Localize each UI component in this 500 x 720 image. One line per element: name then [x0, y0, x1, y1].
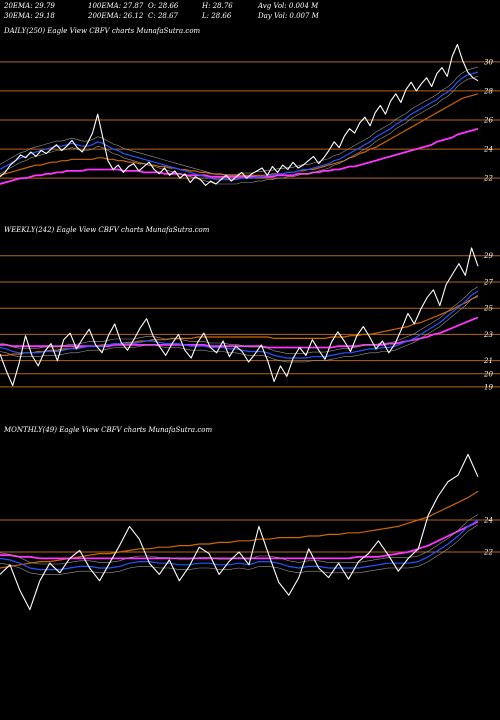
- weekly-y-tick-20: 20: [483, 370, 493, 378]
- weekly-price-line: [0, 247, 479, 387]
- stat-open: O: 28.66: [148, 2, 179, 10]
- weekly-y-tick-19: 19: [484, 383, 493, 391]
- daily-y-tick-30: 30: [484, 58, 493, 66]
- weekly-y-tick-23: 23: [483, 331, 493, 339]
- monthly-chart-title: MONTHLY(49) Eagle View CBFV charts Munaf…: [4, 426, 213, 434]
- stat-low: L: 28.66: [202, 12, 232, 20]
- monthly-ema200-line: [0, 490, 479, 569]
- stat-day-vol: Day Vol: 0.007 M: [258, 12, 319, 20]
- daily-ema-band-line-1: [0, 66, 479, 175]
- daily-y-tick-22: 22: [483, 175, 493, 183]
- daily-y-tick-24: 24: [483, 146, 493, 154]
- weekly-chart-title: WEEKLY(242) Eagle View CBFV charts Munaf…: [4, 226, 210, 234]
- stat-100ema: 100EMA: 27.87: [88, 2, 144, 10]
- weekly-ema100-line: [0, 316, 479, 349]
- weekly-y-tick-21: 21: [483, 357, 493, 365]
- daily-ema200-line: [0, 93, 479, 176]
- stat-200ema: 200EMA: 26.12: [88, 12, 144, 20]
- stat-high: H: 28.76: [202, 2, 233, 10]
- monthly-ema20-line: [0, 519, 479, 571]
- stat-20ema: 20EMA: 29.79: [4, 2, 55, 10]
- weekly-y-tick-29: 29: [483, 252, 493, 260]
- monthly-ema-band-line-1: [0, 514, 479, 565]
- monthly-price-line: [0, 453, 479, 611]
- weekly-y-tick-25: 25: [483, 305, 493, 313]
- stat-30ema: 30EMA: 29.18: [4, 12, 55, 20]
- stat-close: C: 28.67: [148, 12, 178, 20]
- weekly-y-tick-27: 27: [483, 278, 493, 286]
- daily-y-tick-28: 28: [483, 87, 493, 95]
- daily-chart-title: DAILY(250) Eagle View CBFV charts Munafa…: [4, 27, 201, 35]
- monthly-ema-band-line-0: [0, 524, 479, 575]
- monthly-y-tick-24: 24: [483, 517, 493, 525]
- daily-price-line: [0, 43, 479, 187]
- weekly-ema-band-line-0: [0, 294, 479, 363]
- stat-avg-vol: Avg Vol: 0.004 M: [258, 2, 319, 10]
- weekly-ema200-line: [0, 295, 479, 356]
- daily-y-tick-26: 26: [483, 117, 493, 125]
- weekly-ema-band-line-1: [0, 286, 479, 354]
- monthly-y-tick-22: 22: [483, 549, 493, 557]
- daily-ema20-line: [0, 71, 479, 181]
- daily-ema100-line: [0, 127, 479, 185]
- monthly-ema100-line: [0, 520, 479, 560]
